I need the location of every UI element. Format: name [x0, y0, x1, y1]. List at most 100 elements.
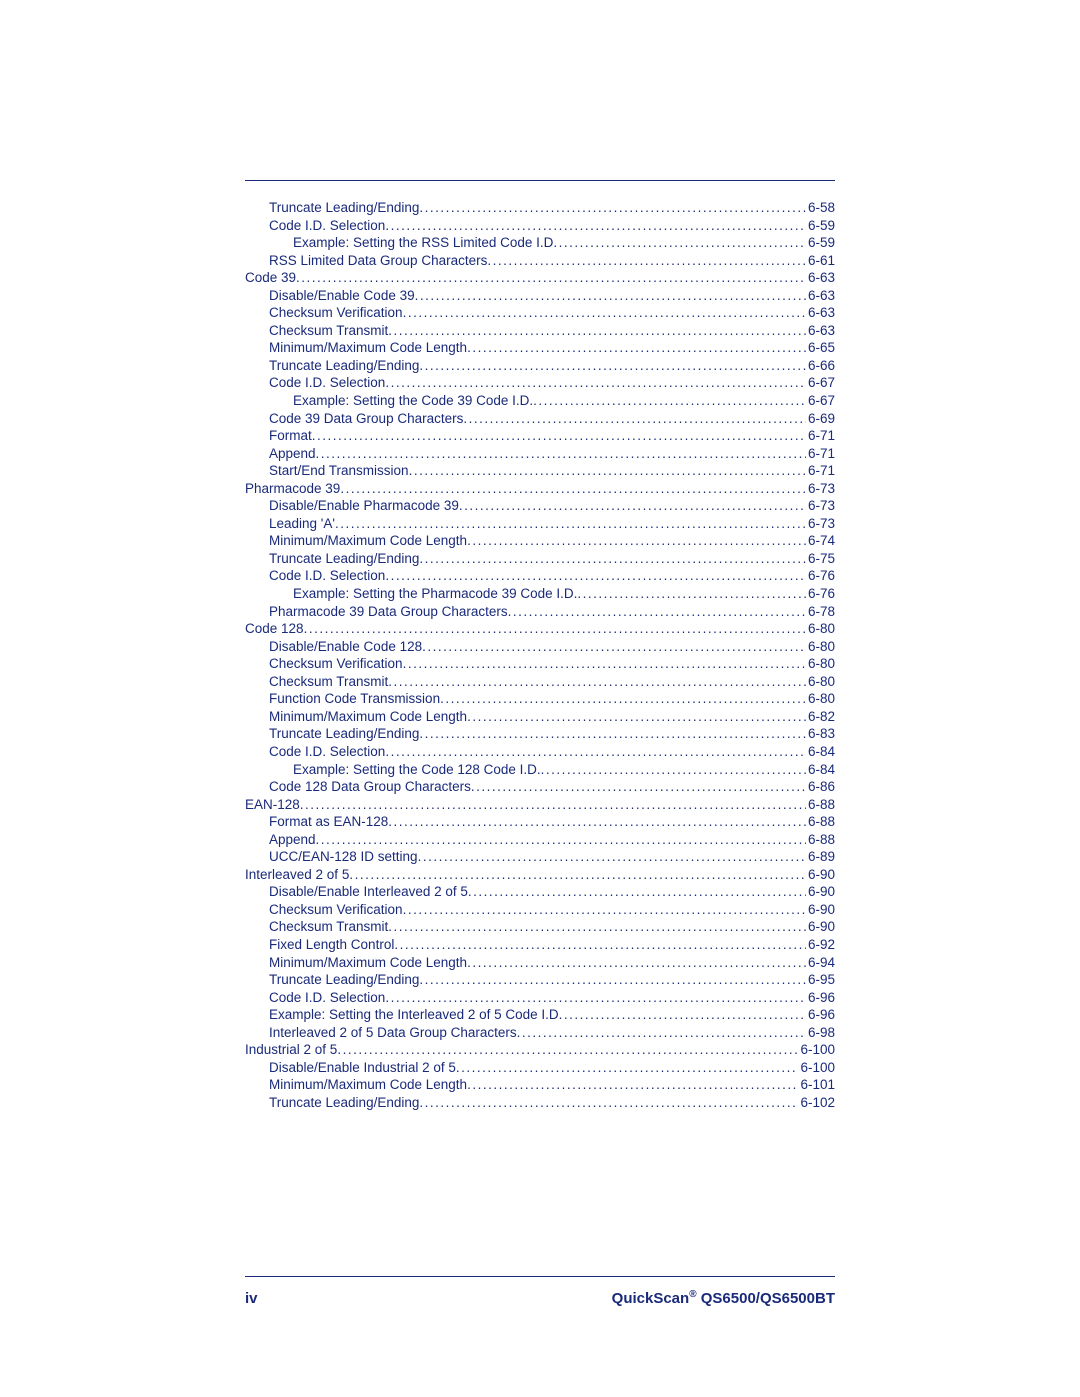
toc-entry-label: Interleaved 2 of 5: [245, 866, 349, 884]
toc-entry-label: Interleaved 2 of 5 Data Group Characters: [269, 1024, 517, 1042]
toc-entry: Checksum Transmit 6-80: [245, 673, 835, 691]
toc-entry: Disable/Enable Industrial 2 of 5 6-100: [245, 1059, 835, 1077]
toc-entry-label: Code I.D. Selection: [269, 567, 385, 585]
toc-entry-label: Code 39: [245, 269, 296, 287]
toc-entry-label: Code I.D. Selection: [269, 989, 385, 1007]
page-footer: iv QuickScan® QS6500/QS6500BT: [245, 1276, 835, 1307]
toc-entry-page: 6-88: [806, 813, 835, 831]
toc-entry: Code 39 Data Group Characters 6-69: [245, 410, 835, 428]
toc-entry-label: Append: [269, 445, 316, 463]
toc-leader-dots: [388, 673, 806, 691]
toc-entry-label: EAN-128: [245, 796, 300, 814]
toc-leader-dots: [316, 445, 806, 463]
toc-entry: Code I.D. Selection 6-59: [245, 217, 835, 235]
toc-entry: Code I.D. Selection 6-76: [245, 567, 835, 585]
toc-leader-dots: [467, 708, 806, 726]
toc-entry: Code 128 Data Group Characters 6-86: [245, 778, 835, 796]
toc-leader-dots: [463, 410, 806, 428]
toc-leader-dots: [296, 269, 806, 287]
toc-entry-label: Disable/Enable Interleaved 2 of 5: [269, 883, 468, 901]
toc-entry-page: 6-84: [806, 743, 835, 761]
toc-entry-page: 6-74: [806, 532, 835, 550]
toc-entry-label: Code I.D. Selection: [269, 374, 385, 392]
toc-leader-dots: [385, 374, 806, 392]
toc-entry: Leading 'A' 6-73: [245, 515, 835, 533]
toc-entry-page: 6-96: [806, 1006, 835, 1024]
toc-leader-dots: [304, 620, 806, 638]
toc-entry-page: 6-102: [798, 1094, 835, 1112]
toc-entry-page: 6-71: [806, 427, 835, 445]
toc-entry: Truncate Leading/Ending 6-102: [245, 1094, 835, 1112]
toc-entry: Append 6-88: [245, 831, 835, 849]
toc-entry-label: Code 128: [245, 620, 304, 638]
toc-entry-label: Example: Setting the Pharmacode 39 Code …: [293, 585, 577, 603]
toc-entry: Minimum/Maximum Code Length 6-82: [245, 708, 835, 726]
toc-entry: Code I.D. Selection 6-67: [245, 374, 835, 392]
toc-entry-label: Leading 'A': [269, 515, 335, 533]
toc-entry-label: Truncate Leading/Ending: [269, 199, 419, 217]
toc-entry-page: 6-90: [806, 918, 835, 936]
toc-entry-page: 6-73: [806, 497, 835, 515]
toc-leader-dots: [468, 883, 806, 901]
toc-entry: Example: Setting the Pharmacode 39 Code …: [245, 585, 835, 603]
toc-leader-dots: [418, 848, 806, 866]
toc-entry-label: Format as EAN-128: [269, 813, 388, 831]
toc-entry: Minimum/Maximum Code Length 6-74: [245, 532, 835, 550]
toc-entry-page: 6-100: [798, 1059, 835, 1077]
toc-leader-dots: [337, 1041, 798, 1059]
toc-entry: Code I.D. Selection 6-84: [245, 743, 835, 761]
toc-entry-page: 6-59: [806, 217, 835, 235]
toc-entry-page: 6-80: [806, 690, 835, 708]
toc-entry-label: Code 39 Data Group Characters: [269, 410, 463, 428]
toc-entry-page: 6-100: [798, 1041, 835, 1059]
toc-entry-page: 6-71: [806, 462, 835, 480]
toc-leader-dots: [388, 918, 806, 936]
toc-entry-label: Start/End Transmission: [269, 462, 409, 480]
toc-entry-label: Disable/Enable Code 128: [269, 638, 422, 656]
toc-entry-label: Truncate Leading/Ending: [269, 1094, 419, 1112]
toc-leader-dots: [559, 1006, 806, 1024]
toc-leader-dots: [422, 638, 806, 656]
toc-leader-dots: [340, 480, 806, 498]
toc-entry-page: 6-63: [806, 269, 835, 287]
toc-entry-page: 6-89: [806, 848, 835, 866]
toc-leader-dots: [388, 813, 806, 831]
toc-entry-page: 6-67: [806, 392, 835, 410]
toc-leader-dots: [471, 778, 806, 796]
product-prefix: QuickScan: [612, 1290, 690, 1307]
toc-entry: Checksum Verification 6-63: [245, 304, 835, 322]
toc-leader-dots: [385, 567, 806, 585]
toc-entry: Format 6-71: [245, 427, 835, 445]
toc-entry-page: 6-63: [806, 322, 835, 340]
toc-entry: Example: Setting the Interleaved 2 of 5 …: [245, 1006, 835, 1024]
toc-leader-dots: [316, 831, 806, 849]
toc-entry: Code I.D. Selection 6-96: [245, 989, 835, 1007]
toc-leader-dots: [456, 1059, 799, 1077]
toc-leader-dots: [385, 217, 806, 235]
toc-entry: Pharmacode 39 6-73: [245, 480, 835, 498]
toc-entry-label: Disable/Enable Pharmacode 39: [269, 497, 459, 515]
toc-entry: Start/End Transmission 6-71: [245, 462, 835, 480]
toc-entry-label: Code 128 Data Group Characters: [269, 778, 471, 796]
toc-leader-dots: [467, 1076, 798, 1094]
toc-entry-label: Example: Setting the Code 128 Code I.D.: [293, 761, 541, 779]
toc-entry-page: 6-90: [806, 901, 835, 919]
toc-entry-page: 6-92: [806, 936, 835, 954]
toc-leader-dots: [388, 322, 806, 340]
top-rule: [245, 180, 835, 181]
toc-entry: Truncate Leading/Ending 6-75: [245, 550, 835, 568]
toc-entry-label: RSS Limited Data Group Characters: [269, 252, 487, 270]
toc-entry-label: Industrial 2 of 5: [245, 1041, 337, 1059]
toc-entry-label: Format: [269, 427, 312, 445]
toc-entry-page: 6-88: [806, 831, 835, 849]
toc-entry: Example: Setting the RSS Limited Code I.…: [245, 234, 835, 252]
toc-entry: Function Code Transmission 6-80: [245, 690, 835, 708]
toc-entry: Format as EAN-128 6-88: [245, 813, 835, 831]
toc-leader-dots: [415, 287, 806, 305]
toc-entry-page: 6-96: [806, 989, 835, 1007]
toc-entry: Interleaved 2 of 5 6-90: [245, 866, 835, 884]
toc-entry: Fixed Length Control 6-92: [245, 936, 835, 954]
toc-leader-dots: [459, 497, 806, 515]
toc-leader-dots: [508, 603, 806, 621]
toc-entry-page: 6-76: [806, 567, 835, 585]
